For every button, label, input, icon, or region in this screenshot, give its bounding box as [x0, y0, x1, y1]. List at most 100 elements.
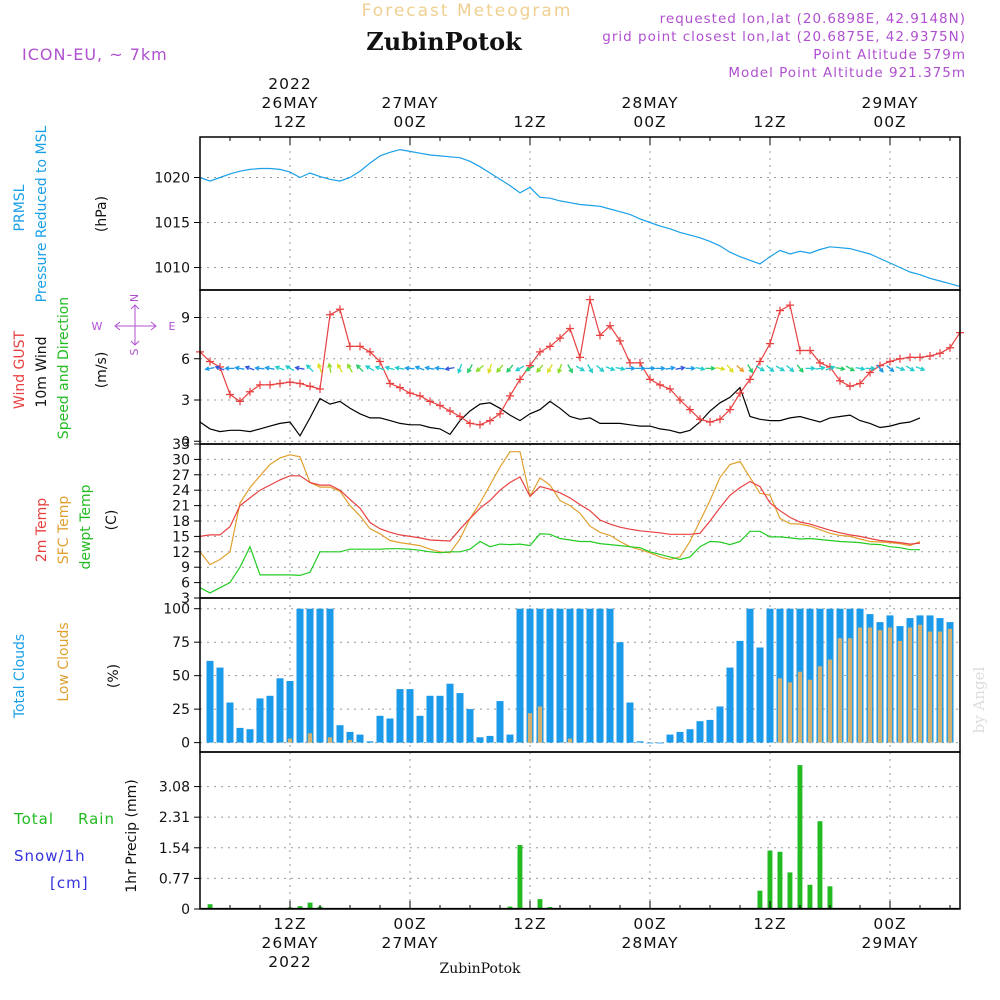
- wind-direction-arrow: [284, 365, 295, 372]
- x-time-label-top: 00Z: [393, 113, 426, 131]
- wind-gust-marker: [916, 353, 924, 362]
- low-clouds-bar: [887, 627, 893, 743]
- total-clouds-bar: [546, 608, 554, 743]
- precip-bar: [207, 904, 213, 909]
- total-clouds-bar: [396, 689, 404, 743]
- y-tick-label: 3: [181, 393, 190, 409]
- wind-gust-marker: [606, 321, 614, 330]
- wind-gust-marker: [336, 305, 344, 314]
- x-time-label-bottom: 2022: [268, 953, 311, 971]
- wind-direction-arrow: [747, 364, 753, 374]
- wind-gust-marker: [396, 383, 404, 392]
- wind-gust-marker: [516, 375, 524, 384]
- wind-direction-arrow: [587, 364, 593, 374]
- wind-direction-arrow: [946, 366, 954, 371]
- total-clouds-bar: [286, 681, 294, 743]
- total-clouds-bar: [466, 709, 474, 743]
- x-time-label-top: 29MAY: [862, 94, 919, 112]
- x-time-label-top: 26MAY: [262, 94, 319, 112]
- temp2m-line: [199, 475, 921, 545]
- wind-gust-marker: [446, 407, 454, 415]
- y-tick-label: 1.54: [159, 841, 190, 857]
- total-clouds-bar: [496, 701, 504, 743]
- total-clouds-bar: [806, 608, 814, 743]
- y-tick-label: 100: [163, 602, 190, 618]
- total-clouds-bar: [276, 678, 284, 743]
- wind-direction-arrow: [487, 363, 493, 374]
- wind-direction-arrow: [536, 364, 544, 373]
- precip-unit-label: 1hr Precip (mm): [124, 779, 140, 892]
- snow-unit-label: [cm]: [50, 874, 89, 892]
- model-name: ICON-EU, ~ 7km: [22, 45, 168, 64]
- low-clouds-bar: [327, 737, 333, 743]
- wind-direction-arrow: [506, 364, 514, 373]
- low-clouds-bar: [817, 666, 823, 743]
- wind-gust-marker: [766, 339, 774, 348]
- prmsl-line: [199, 148, 961, 287]
- total-label: Total: [13, 810, 54, 828]
- wind-gust-marker: [246, 387, 254, 396]
- wind-direction-arrow: [825, 365, 836, 371]
- wind-direction-arrow: [224, 365, 235, 371]
- wind-direction-arrow: [355, 364, 364, 373]
- y-tick-label: 9: [181, 560, 190, 576]
- compass-e-label: E: [169, 320, 176, 333]
- sfc-temp-line: [199, 451, 921, 566]
- wind-gust-marker: [636, 358, 644, 367]
- wind-direction-arrow: [915, 366, 926, 372]
- low-clouds-bar: [877, 630, 883, 743]
- wind-gust-marker: [386, 379, 394, 388]
- y-tick-label: 18: [172, 514, 190, 530]
- wind-gust-marker: [686, 405, 694, 414]
- low-clouds-bar: [947, 628, 953, 743]
- low-clouds-bar: [827, 659, 833, 743]
- wind-direction-arrow: [766, 365, 775, 373]
- total-clouds-bar: [556, 608, 564, 743]
- total-clouds-bar: [296, 608, 304, 743]
- wind-gust-marker: [376, 357, 384, 366]
- wind-direction-arrow: [685, 365, 696, 371]
- precip-bar: [757, 890, 763, 909]
- total-clouds-bar: [226, 702, 234, 743]
- low-clouds-bar: [917, 624, 923, 743]
- compass-s-label: S: [128, 348, 141, 355]
- wind-gust-marker: [696, 415, 704, 424]
- hpa-unit-label: (hPa): [94, 196, 110, 232]
- x-time-label-top: 12Z: [513, 113, 546, 131]
- total-clouds-bar: [356, 734, 364, 743]
- wind-direction-arrow: [605, 366, 616, 372]
- wind-gust-marker: [276, 379, 284, 388]
- low-clouds-bar: [777, 678, 783, 743]
- y-tick-label: 15: [172, 529, 190, 545]
- wind-gust-marker: [646, 375, 654, 384]
- sfc-temp-label: SFC Temp: [56, 496, 72, 565]
- low-clouds-bar: [787, 682, 793, 743]
- low-clouds-bar: [347, 739, 353, 743]
- x-time-label-bottom: 12Z: [273, 915, 306, 933]
- wind-gust-marker: [466, 419, 474, 428]
- wind-direction-arrow: [845, 365, 856, 372]
- total-clouds-bar: [366, 741, 374, 743]
- wind-gust-marker: [306, 382, 314, 391]
- y-tick-label: 12: [172, 545, 190, 561]
- precip-bar: [817, 821, 823, 909]
- wind-direction-arrow: [905, 365, 916, 372]
- precip-bar: [797, 765, 803, 909]
- total-clouds-label: Total Clouds: [12, 634, 28, 719]
- total-clouds-bar: [436, 695, 444, 743]
- precip-panel-frame: [199, 751, 961, 910]
- precip-bar: [537, 899, 543, 909]
- wind-gust-line: [199, 299, 961, 426]
- wind-direction-arrow: [625, 365, 636, 371]
- wind-gust-marker: [856, 379, 864, 388]
- total-clouds-bar: [206, 660, 214, 743]
- prmsl-label: PRMSL: [12, 184, 28, 231]
- total-clouds-bar: [216, 667, 224, 743]
- wind-direction-arrow: [264, 365, 275, 371]
- precip-bar: [777, 851, 783, 909]
- low-clouds-bar: [927, 631, 933, 743]
- wind-direction-arrow: [457, 363, 463, 374]
- wind-direction-arrow: [936, 367, 945, 371]
- y-tick-label: 1020: [154, 171, 190, 187]
- total-clouds-bar: [266, 695, 274, 743]
